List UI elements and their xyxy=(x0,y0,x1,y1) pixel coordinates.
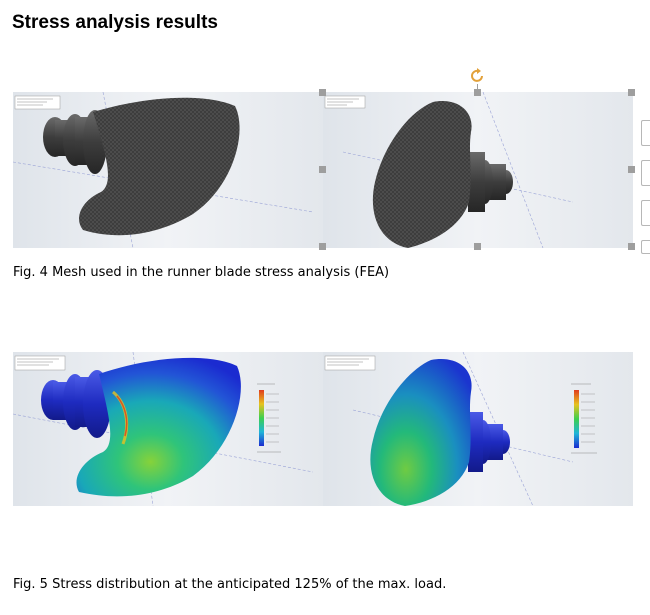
selection-handle[interactable] xyxy=(319,166,326,173)
mesh-render xyxy=(13,92,633,248)
selection-handle[interactable] xyxy=(474,243,481,250)
layout-options-box[interactable] xyxy=(641,200,650,226)
selection-handle[interactable] xyxy=(628,89,635,96)
stress-front-view xyxy=(323,352,633,506)
selection-handle[interactable] xyxy=(628,166,635,173)
stress-legend-right xyxy=(571,383,597,454)
stress-side-view xyxy=(13,352,323,506)
selection-handle[interactable] xyxy=(474,89,481,96)
figure-5-images[interactable] xyxy=(13,352,633,506)
figure-5-caption: Fig. 5 Stress distribution at the antici… xyxy=(13,577,447,592)
selection-handle[interactable] xyxy=(319,243,326,250)
section-heading: Stress analysis results xyxy=(12,12,218,33)
stress-render xyxy=(13,352,633,506)
stress-legend-left xyxy=(257,383,281,453)
rotate-handle-icon[interactable] xyxy=(470,68,486,84)
selection-handle[interactable] xyxy=(319,89,326,96)
selection-handle[interactable] xyxy=(628,243,635,250)
layout-options-box[interactable] xyxy=(641,240,650,254)
figure-4-caption: Fig. 4 Mesh used in the runner blade str… xyxy=(13,265,390,280)
layout-options-box[interactable] xyxy=(641,120,650,146)
layout-options-box[interactable] xyxy=(641,160,650,186)
figure-4-images[interactable] xyxy=(13,92,633,248)
mesh-side-view xyxy=(13,92,323,248)
mesh-front-view xyxy=(323,92,633,248)
rotate-connector xyxy=(477,84,478,90)
